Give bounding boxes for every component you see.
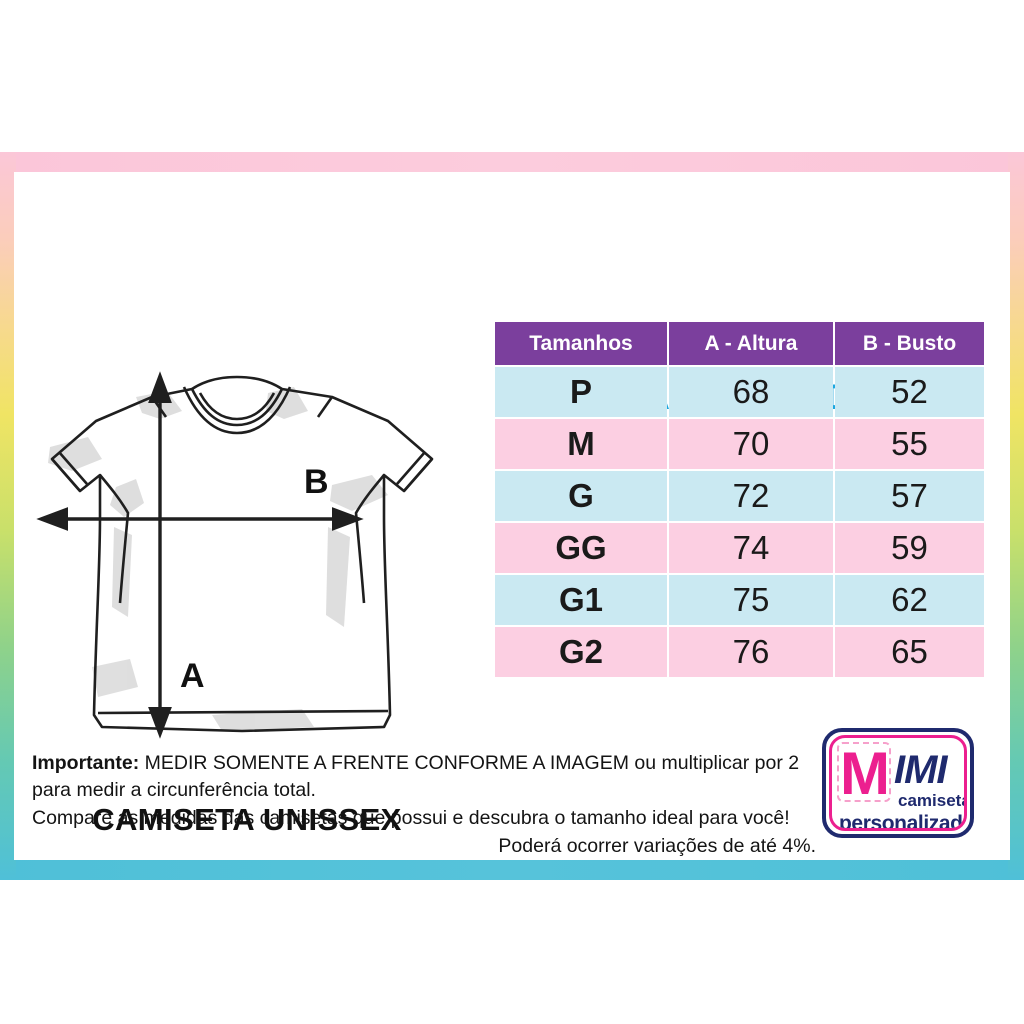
content-panel: A B CAMISETA UNISSEX TABELA DE MEDIDAS T… bbox=[14, 172, 1010, 860]
logo-letters-imi: IMI bbox=[894, 748, 948, 792]
logo-tagline-personalizadas: personalizadas bbox=[839, 812, 964, 831]
table-header-row: Tamanhos A - Altura B - Busto bbox=[495, 322, 984, 365]
cell-altura: 68 bbox=[669, 367, 833, 417]
note-line-4: Poderá ocorrer variações de até 4%. bbox=[498, 835, 816, 857]
label-b: B bbox=[304, 463, 329, 501]
table-row: G2 76 65 bbox=[495, 627, 984, 677]
note-line-2: para medir a circunferência total. bbox=[32, 779, 316, 801]
cell-busto: 59 bbox=[835, 523, 984, 573]
cell-busto: 65 bbox=[835, 627, 984, 677]
cell-busto: 62 bbox=[835, 575, 984, 625]
label-a: A bbox=[180, 657, 205, 695]
tshirt-caption: CAMISETA UNISSEX bbox=[92, 802, 402, 837]
cell-altura: 74 bbox=[669, 523, 833, 573]
note-line-3: Compare as medidas das camisetas que pos… bbox=[32, 807, 790, 829]
cell-altura: 76 bbox=[669, 627, 833, 677]
cell-size: G1 bbox=[495, 575, 667, 625]
table-row: M 70 55 bbox=[495, 419, 984, 469]
brand-logo: M IMI camisetas personalizadas bbox=[822, 728, 974, 838]
table-row: GG 74 59 bbox=[495, 523, 984, 573]
cell-size: GG bbox=[495, 523, 667, 573]
frame-left-edge bbox=[0, 152, 16, 880]
notes-block: Importante: MEDIR SOMENTE A FRENTE CONFO… bbox=[32, 750, 822, 860]
column-header-sizes: Tamanhos bbox=[495, 322, 667, 365]
tshirt-diagram: A B bbox=[32, 367, 452, 767]
table-row: G 72 57 bbox=[495, 471, 984, 521]
measurements-table: Tamanhos A - Altura B - Busto P 68 52 M … bbox=[493, 320, 986, 679]
decorative-gradient-frame: A B CAMISETA UNISSEX TABELA DE MEDIDAS T… bbox=[0, 152, 1024, 880]
cell-busto: 57 bbox=[835, 471, 984, 521]
table-head: Tamanhos A - Altura B - Busto bbox=[495, 322, 984, 365]
note-important-label: Importante: bbox=[32, 752, 140, 774]
table-row: G1 75 62 bbox=[495, 575, 984, 625]
cell-size: M bbox=[495, 419, 667, 469]
note-line-1: Importante: MEDIR SOMENTE A FRENTE CONFO… bbox=[32, 750, 822, 777]
cell-size: P bbox=[495, 367, 667, 417]
cell-busto: 52 bbox=[835, 367, 984, 417]
table-body: P 68 52 M 70 55 G 72 57 GG 74 59 bbox=[495, 367, 984, 677]
logo-letter-m: M bbox=[840, 740, 890, 807]
column-header-height: A - Altura bbox=[669, 322, 833, 365]
column-header-bust: B - Busto bbox=[835, 322, 984, 365]
shirt-outline bbox=[50, 375, 434, 733]
note-line-1-text: MEDIR SOMENTE A FRENTE CONFORME A IMAGEM… bbox=[139, 752, 800, 774]
cell-size: G2 bbox=[495, 627, 667, 677]
tshirt-svg: A B bbox=[36, 371, 434, 739]
cell-altura: 72 bbox=[669, 471, 833, 521]
cell-altura: 70 bbox=[669, 419, 833, 469]
table-row: P 68 52 bbox=[495, 367, 984, 417]
logo-inner-border: M IMI camisetas personalizadas bbox=[829, 735, 967, 831]
frame-right-edge bbox=[1008, 152, 1024, 880]
cell-size: G bbox=[495, 471, 667, 521]
cell-altura: 75 bbox=[669, 575, 833, 625]
frame-bottom-edge bbox=[0, 856, 1024, 880]
frame-top-edge bbox=[0, 152, 1024, 174]
logo-dashed-outline-icon bbox=[837, 742, 891, 802]
measurement-arrows bbox=[36, 371, 364, 739]
cell-busto: 55 bbox=[835, 419, 984, 469]
logo-tagline-camisetas: camisetas bbox=[898, 791, 964, 810]
